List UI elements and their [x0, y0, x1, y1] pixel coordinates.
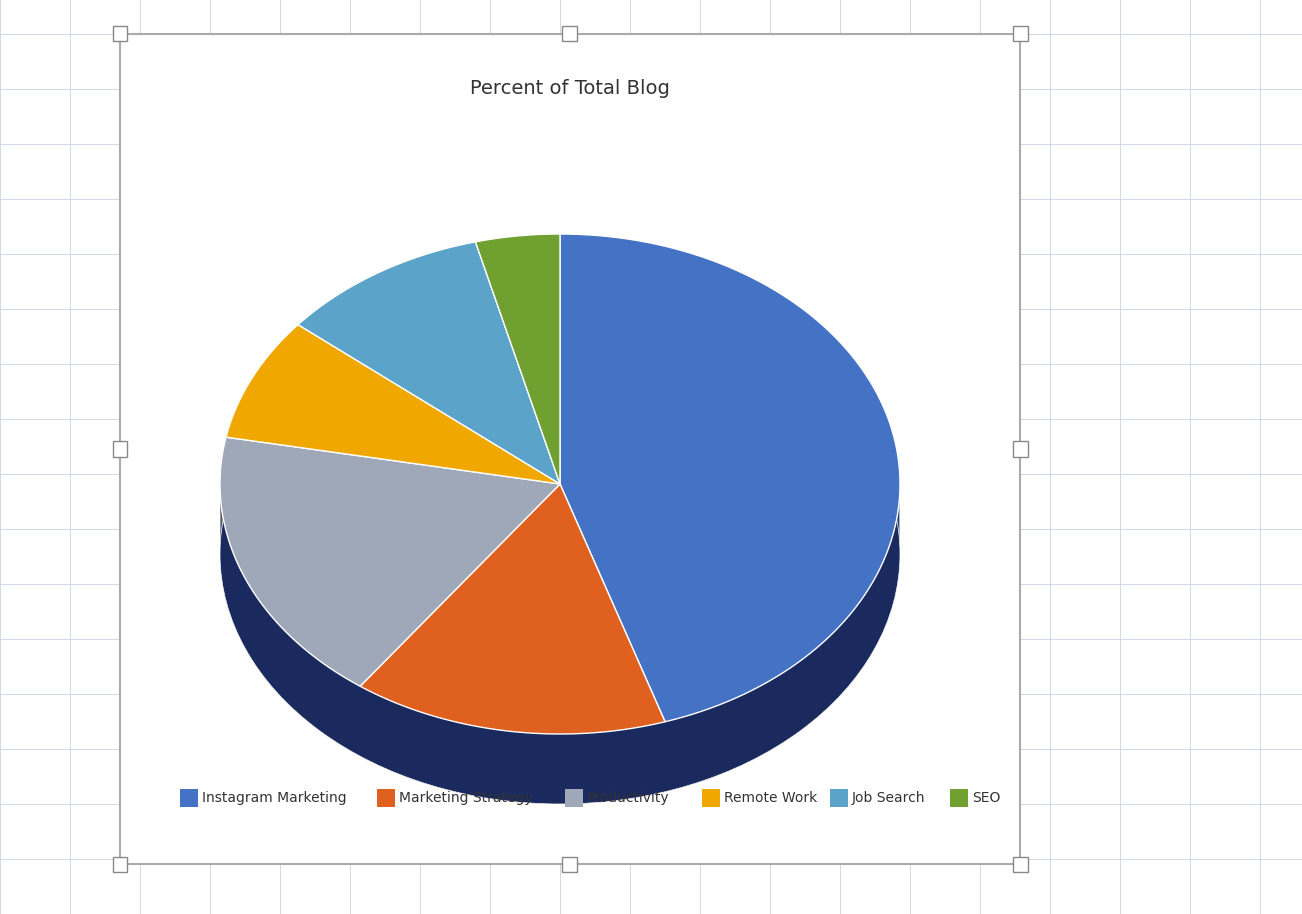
PathPatch shape: [227, 324, 560, 484]
PathPatch shape: [361, 484, 665, 734]
Bar: [562, 856, 578, 872]
Bar: [1013, 441, 1027, 456]
Bar: [950, 789, 967, 807]
PathPatch shape: [560, 484, 665, 792]
Text: Instagram Marketing: Instagram Marketing: [202, 791, 346, 805]
PathPatch shape: [361, 484, 560, 756]
PathPatch shape: [475, 234, 560, 484]
Bar: [1013, 856, 1027, 872]
PathPatch shape: [298, 242, 560, 484]
Bar: [1013, 27, 1027, 41]
PathPatch shape: [361, 686, 665, 804]
PathPatch shape: [665, 495, 900, 792]
Text: Remote Work: Remote Work: [724, 791, 816, 805]
Bar: [112, 856, 128, 872]
Bar: [120, 34, 1019, 864]
Text: SEO: SEO: [973, 791, 1000, 805]
Bar: [376, 789, 395, 807]
Ellipse shape: [220, 304, 900, 804]
PathPatch shape: [560, 484, 665, 792]
PathPatch shape: [361, 484, 560, 756]
PathPatch shape: [220, 437, 560, 686]
Bar: [180, 789, 198, 807]
Text: Productivity: Productivity: [586, 791, 669, 805]
Bar: [112, 441, 128, 456]
Text: Job Search: Job Search: [852, 791, 926, 805]
Text: Marketing Strategy: Marketing Strategy: [398, 791, 533, 805]
Text: Percent of Total Blog: Percent of Total Blog: [470, 80, 671, 99]
Bar: [112, 27, 128, 41]
PathPatch shape: [220, 489, 361, 756]
PathPatch shape: [560, 234, 900, 722]
Bar: [702, 789, 720, 807]
Bar: [829, 789, 848, 807]
Bar: [565, 789, 582, 807]
Bar: [562, 27, 578, 41]
